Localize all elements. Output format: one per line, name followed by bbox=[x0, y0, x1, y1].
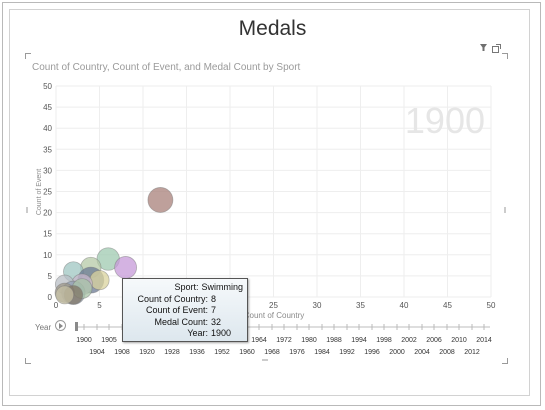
tooltip-key: Medal Count: bbox=[154, 316, 208, 327]
year-label-top[interactable]: 2010 bbox=[451, 337, 467, 344]
year-label-bottom[interactable]: 1908 bbox=[114, 349, 130, 356]
tooltip-row: Medal Count: 32 bbox=[123, 317, 243, 329]
popout-icon[interactable] bbox=[492, 44, 501, 53]
tooltip-key: Year: bbox=[187, 328, 208, 338]
tooltip-key: Count of Country: bbox=[137, 293, 208, 304]
tooltip-value: 1900 bbox=[211, 328, 232, 338]
data-tooltip: Sport: Swimming Count of Country: 8 Count of… bbox=[122, 278, 248, 342]
bubble-series bbox=[54, 187, 174, 305]
y-tick-label: 0 bbox=[48, 293, 53, 302]
year-label-top[interactable]: 1900 bbox=[76, 337, 92, 344]
y-axis-label: Count of Event bbox=[36, 169, 43, 215]
y-tick-label: 20 bbox=[43, 209, 52, 218]
y-tick-label: 25 bbox=[43, 188, 52, 197]
bubble[interactable] bbox=[147, 187, 174, 213]
tooltip-row: Year: 1900 bbox=[123, 328, 243, 340]
tooltip-value: 8 bbox=[211, 293, 217, 304]
year-label-bottom[interactable]: 1920 bbox=[139, 349, 155, 356]
y-tick-label: 35 bbox=[43, 145, 52, 154]
year-label-bottom[interactable]: 1952 bbox=[214, 349, 230, 356]
play-axis-handle[interactable] bbox=[75, 322, 78, 331]
year-label-top[interactable]: 1972 bbox=[276, 337, 292, 344]
filter-icon[interactable] bbox=[480, 43, 502, 53]
year-label-top[interactable]: 1998 bbox=[376, 337, 392, 344]
corner-mark-bl bbox=[25, 358, 31, 364]
year-label-bottom[interactable]: 1984 bbox=[314, 349, 330, 356]
tooltip-row: Count of Country: 8 bbox=[123, 294, 243, 306]
year-label-bottom[interactable]: 2008 bbox=[439, 349, 455, 356]
play-axis-label: Year bbox=[35, 323, 52, 332]
x-axis-label: Count of Country bbox=[244, 311, 304, 320]
chart-title: Count of Country, Count of Event, and Me… bbox=[32, 62, 301, 73]
year-label-top[interactable]: 1905 bbox=[101, 337, 117, 344]
year-label-bottom[interactable]: 2004 bbox=[414, 349, 430, 356]
y-tick-label: 45 bbox=[43, 103, 52, 112]
corner-mark-br bbox=[502, 358, 508, 364]
bubble[interactable] bbox=[55, 285, 75, 305]
y-axis-ticks: 0 5 10 15 20 25 30 35 40 45 50 bbox=[43, 82, 52, 302]
x-tick-label: 25 bbox=[269, 301, 278, 310]
tooltip-row: Sport: Swimming bbox=[123, 282, 243, 294]
year-label-top[interactable]: 1988 bbox=[326, 337, 342, 344]
y-tick-label: 30 bbox=[43, 166, 52, 175]
x-tick-label: 40 bbox=[400, 301, 409, 310]
tooltip-value: Swimming bbox=[201, 282, 243, 292]
year-label-top[interactable]: 1964 bbox=[251, 337, 267, 344]
year-label-top[interactable]: 2002 bbox=[401, 337, 417, 344]
tooltip-value: 7 bbox=[211, 305, 217, 315]
year-label-bottom[interactable]: 1936 bbox=[189, 349, 205, 356]
year-label-bottom[interactable]: 1968 bbox=[264, 349, 280, 356]
year-label-top[interactable]: 2006 bbox=[426, 337, 442, 344]
x-tick-label: 30 bbox=[313, 301, 322, 310]
y-tick-label: 40 bbox=[43, 124, 52, 133]
x-tick-label: 50 bbox=[487, 301, 496, 310]
x-tick-label: 35 bbox=[356, 301, 365, 310]
tooltip-row: Count of Event: 7 bbox=[123, 305, 243, 317]
tooltip-key: Sport: bbox=[174, 282, 199, 292]
x-tick-label: 5 bbox=[97, 301, 102, 310]
bubble[interactable] bbox=[89, 270, 110, 291]
year-label-bottom[interactable]: 1960 bbox=[239, 349, 255, 356]
year-label-bottom[interactable]: 2000 bbox=[389, 349, 405, 356]
x-tick-label: 45 bbox=[443, 301, 452, 310]
year-label-top[interactable]: 2014 bbox=[476, 337, 492, 344]
corner-mark-tl bbox=[25, 53, 31, 59]
y-tick-label: 15 bbox=[43, 230, 52, 239]
year-watermark: 1900 bbox=[405, 100, 485, 141]
corner-mark-tr bbox=[502, 53, 508, 59]
bubble[interactable] bbox=[114, 256, 137, 279]
year-label-bottom[interactable]: 1992 bbox=[339, 349, 355, 356]
tooltip-key: Count of Event: bbox=[145, 305, 208, 315]
y-tick-label: 5 bbox=[48, 272, 53, 281]
year-label-bottom[interactable]: 1996 bbox=[364, 349, 380, 356]
page-title: Medals bbox=[238, 17, 307, 40]
gridlines bbox=[55, 85, 492, 298]
play-button[interactable] bbox=[55, 320, 66, 331]
year-label-bottom[interactable]: 1928 bbox=[164, 349, 180, 356]
report-canvas bbox=[9, 9, 530, 396]
y-tick-label: 50 bbox=[43, 82, 52, 91]
tooltip-value: 32 bbox=[211, 316, 222, 327]
year-label-bottom[interactable]: 1904 bbox=[89, 349, 105, 356]
y-tick-label: 10 bbox=[43, 251, 52, 260]
visual-header-icons bbox=[480, 43, 502, 55]
year-label-top[interactable]: 1980 bbox=[301, 337, 317, 344]
year-label-top[interactable]: 1994 bbox=[351, 337, 367, 344]
year-label-bottom[interactable]: 1976 bbox=[289, 349, 305, 356]
x-tick-label: 0 bbox=[54, 301, 59, 310]
outer-frame bbox=[2, 2, 541, 406]
year-label-bottom[interactable]: 2012 bbox=[464, 349, 480, 356]
